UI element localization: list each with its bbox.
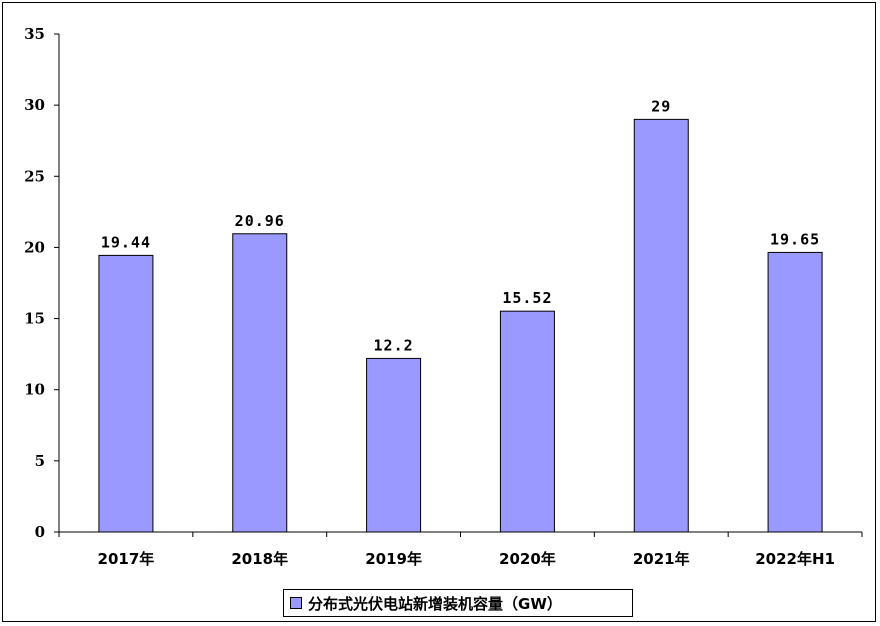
bar [366, 357, 422, 533]
y-tick-label: 35 [24, 25, 45, 43]
y-tick-label: 30 [24, 96, 45, 114]
y-tick-label: 15 [24, 310, 45, 328]
x-tick-label: 2022年H1 [755, 550, 835, 568]
bar [499, 310, 555, 533]
y-tick-label: 20 [24, 238, 45, 256]
data-label: 19.65 [770, 230, 820, 248]
bar [767, 251, 823, 533]
x-tick-label: 2017年 [98, 550, 155, 568]
bar [633, 118, 689, 533]
data-label: 20.96 [235, 212, 285, 230]
y-tick-label: 5 [35, 452, 45, 470]
x-tick-label: 2019年 [365, 550, 422, 568]
legend-label: 分布式光伏电站新增装机容量（GW） [308, 594, 562, 613]
data-label: 12.2 [374, 336, 414, 354]
x-tick-label: 2018年 [231, 550, 288, 568]
y-tick-label: 10 [24, 381, 45, 399]
data-label: 29 [651, 97, 671, 115]
y-tick-label: 0 [35, 523, 45, 541]
data-label: 19.44 [101, 233, 151, 251]
bar [98, 254, 154, 533]
x-tick-label: 2020年 [499, 550, 556, 568]
legend-swatch [290, 597, 302, 609]
legend: 分布式光伏电站新增装机容量（GW） [283, 589, 633, 617]
y-tick-label: 25 [24, 167, 45, 185]
bar [232, 233, 288, 533]
data-label: 15.52 [502, 289, 552, 307]
x-tick-label: 2021年 [633, 550, 690, 568]
